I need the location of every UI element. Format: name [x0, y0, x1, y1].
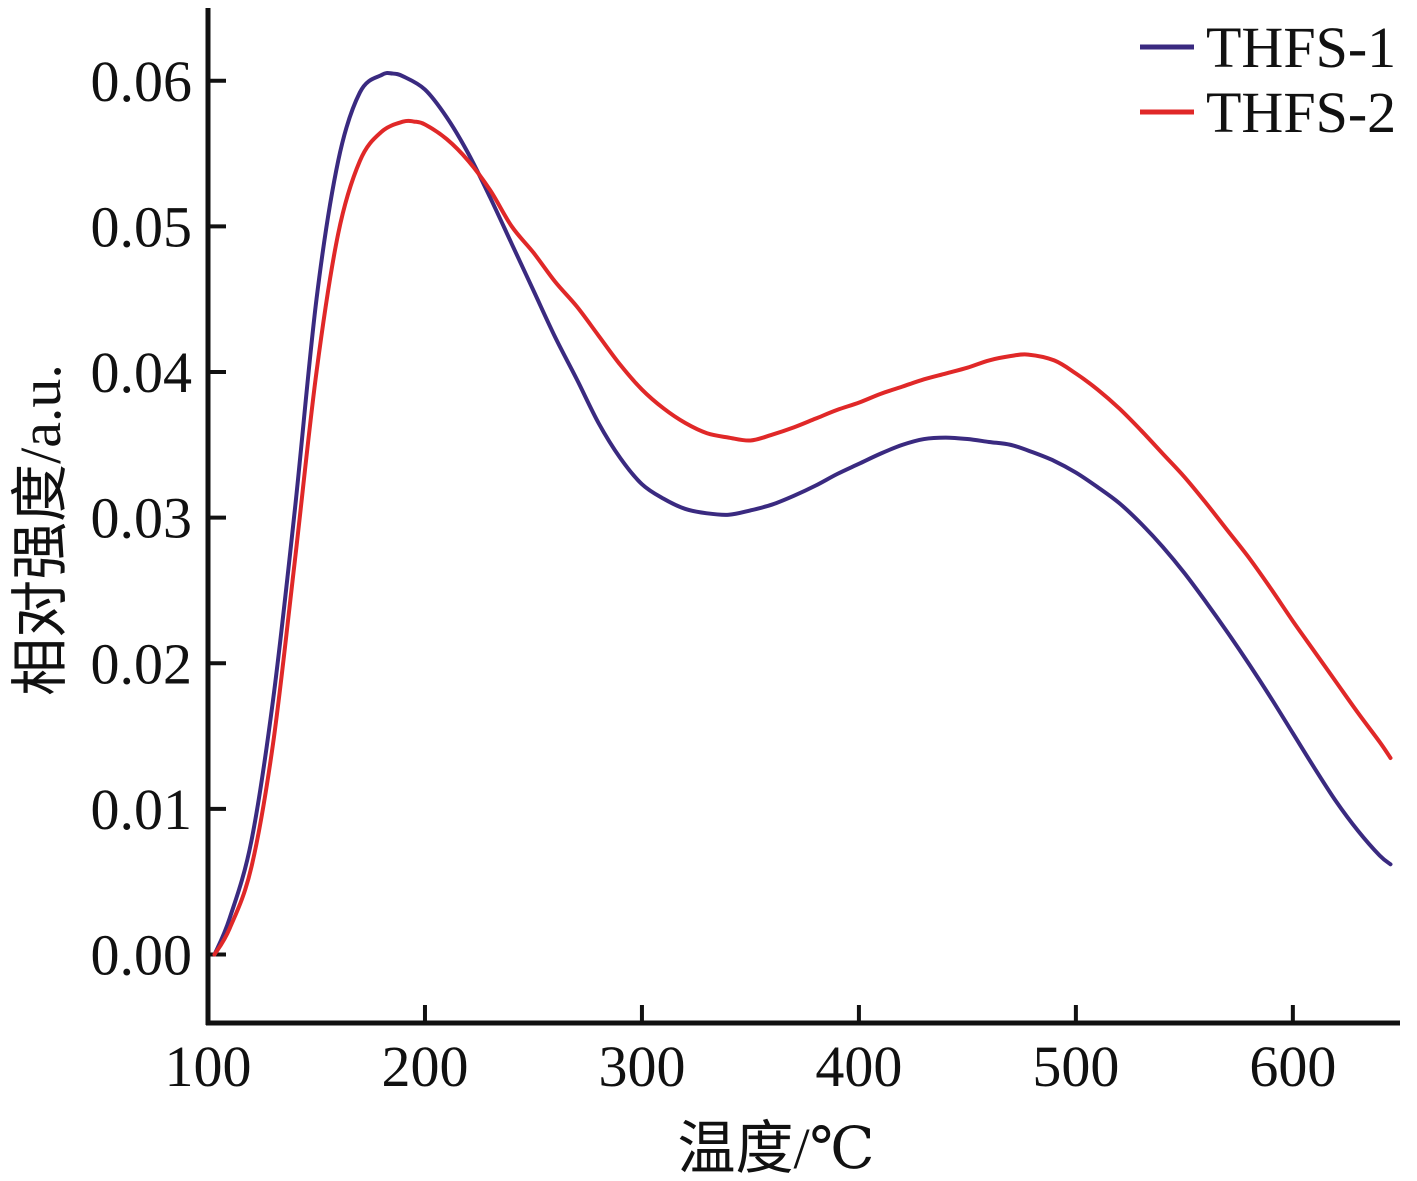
y-axis-label: 相对强度/a.u. [8, 364, 73, 696]
y-tick-label: 0.02 [91, 631, 193, 696]
y-ticks: 0.00 0.01 0.02 0.03 0.04 0.05 0.06 [91, 49, 226, 988]
y-tick-label: 0.01 [91, 777, 193, 842]
axes [205, 8, 1400, 1026]
series-layer [212, 70, 1393, 957]
x-tick-label: 400 [815, 1034, 902, 1099]
x-tick-label: 500 [1032, 1034, 1119, 1099]
x-tick-label: 200 [381, 1034, 468, 1099]
y-tick-label: 0.05 [91, 194, 193, 259]
legend-label-2: THFS-2 [1206, 80, 1396, 145]
y-tick-label: 0.06 [91, 49, 193, 114]
x-tick-label: 600 [1249, 1034, 1336, 1099]
y-tick-label: 0.03 [91, 486, 193, 551]
legend-label-1: THFS-1 [1206, 15, 1396, 80]
x-ticks: 100 200 300 400 500 600 [165, 1005, 1336, 1099]
x-axis-label: 温度/℃ [678, 1116, 875, 1181]
x-tick-label: 300 [598, 1034, 685, 1099]
series-line-2 [212, 118, 1393, 957]
series-line-1 [212, 70, 1393, 957]
y-tick-label: 0.04 [91, 340, 193, 405]
y-tick-label: 0.00 [91, 923, 193, 988]
x-tick-label: 100 [165, 1034, 252, 1099]
